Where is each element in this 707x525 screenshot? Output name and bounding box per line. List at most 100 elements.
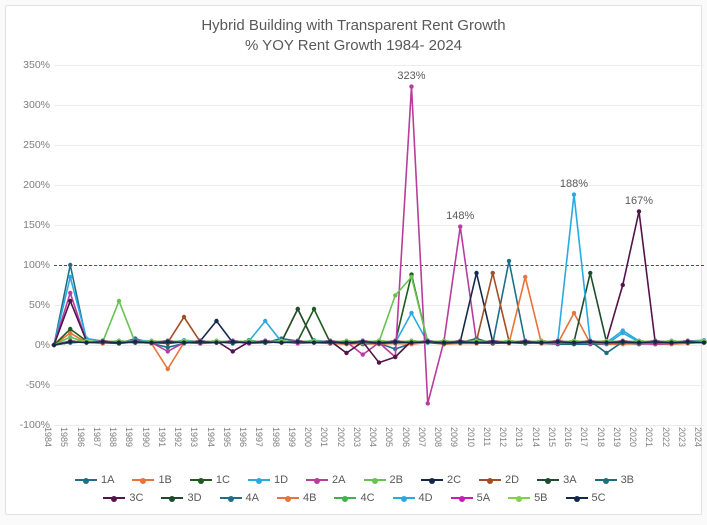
- data-point-3C-2002[interactable]: [344, 350, 348, 354]
- data-point-5C-1986[interactable]: [84, 340, 88, 344]
- legend-item-5C[interactable]: 5C: [566, 492, 606, 504]
- data-point-3A-1999[interactable]: [296, 306, 300, 310]
- data-point-5C-1998[interactable]: [279, 340, 283, 344]
- data-point-1B-2013[interactable]: [523, 274, 527, 278]
- data-point-5C-1996[interactable]: [247, 340, 251, 344]
- data-point-5C-2020[interactable]: [637, 340, 641, 344]
- legend-item-2C[interactable]: 2C: [421, 474, 461, 486]
- data-point-2B-1985[interactable]: [68, 334, 72, 338]
- data-point-1A-1991[interactable]: [166, 345, 170, 349]
- data-point-5C-1988[interactable]: [117, 340, 121, 344]
- series-line-2A[interactable]: [54, 86, 704, 403]
- data-point-1B-1991[interactable]: [166, 366, 170, 370]
- data-point-5C-1992[interactable]: [182, 340, 186, 344]
- data-point-5C-2024[interactable]: [702, 340, 706, 344]
- data-point-1D-2006[interactable]: [409, 310, 413, 314]
- data-point-5C-2013[interactable]: [523, 339, 527, 343]
- data-point-2A-2009[interactable]: [458, 224, 462, 228]
- series-line-1A[interactable]: [54, 261, 704, 349]
- data-point-5C-2019[interactable]: [621, 339, 625, 343]
- data-point-5C-2010[interactable]: [474, 340, 478, 344]
- data-point-2C-2010[interactable]: [474, 270, 478, 274]
- data-point-5C-2006[interactable]: [409, 340, 413, 344]
- data-point-5C-1989[interactable]: [133, 339, 137, 343]
- data-point-4D-2019[interactable]: [621, 328, 625, 332]
- data-point-5C-1999[interactable]: [296, 339, 300, 343]
- data-point-2D-1992[interactable]: [182, 314, 186, 318]
- series-line-1B[interactable]: [54, 277, 707, 369]
- data-point-5C-1987[interactable]: [101, 339, 105, 343]
- legend-item-4D[interactable]: 4D: [393, 492, 433, 504]
- data-point-2A-1991[interactable]: [166, 349, 170, 353]
- data-point-5C-2008[interactable]: [442, 340, 446, 344]
- data-point-5C-2003[interactable]: [361, 339, 365, 343]
- series-line-4D[interactable]: [54, 194, 704, 344]
- data-point-5C-1995[interactable]: [231, 339, 235, 343]
- data-point-5C-1993[interactable]: [198, 339, 202, 343]
- data-point-1A-2012[interactable]: [507, 258, 511, 262]
- legend-item-2B[interactable]: 2B: [364, 474, 403, 486]
- data-point-5C-2016[interactable]: [572, 340, 576, 344]
- data-point-1C-1985[interactable]: [68, 326, 72, 330]
- series-line-3A[interactable]: [54, 273, 704, 345]
- legend-item-1D[interactable]: 1D: [248, 474, 288, 486]
- data-point-5C-1991[interactable]: [166, 339, 170, 343]
- data-point-5C-2005[interactable]: [393, 339, 397, 343]
- series-line-2C[interactable]: [54, 273, 704, 345]
- legend-item-2D[interactable]: 2D: [479, 474, 519, 486]
- legend-item-5B[interactable]: 5B: [508, 492, 547, 504]
- data-point-5C-2011[interactable]: [491, 339, 495, 343]
- data-point-5C-2000[interactable]: [312, 340, 316, 344]
- data-point-2A-2007[interactable]: [426, 401, 430, 405]
- data-point-3B-2018[interactable]: [604, 350, 608, 354]
- data-point-1D-1985[interactable]: [68, 274, 72, 278]
- data-point-3C-1995[interactable]: [231, 349, 235, 353]
- legend-item-3B[interactable]: 3B: [595, 474, 634, 486]
- data-point-3C-1985[interactable]: [68, 298, 72, 302]
- legend-item-1C[interactable]: 1C: [190, 474, 230, 486]
- data-point-1C-2000[interactable]: [312, 306, 316, 310]
- series-line-2D[interactable]: [54, 273, 704, 345]
- legend-item-4A[interactable]: 4A: [220, 492, 259, 504]
- data-point-2A-1985[interactable]: [68, 290, 72, 294]
- legend-item-1A[interactable]: 1A: [75, 474, 114, 486]
- data-point-5C-2022[interactable]: [669, 340, 673, 344]
- data-point-5C-2023[interactable]: [686, 339, 690, 343]
- data-point-2B-2006[interactable]: [409, 274, 413, 278]
- legend-item-3A[interactable]: 3A: [537, 474, 576, 486]
- legend-item-4B[interactable]: 4B: [277, 492, 316, 504]
- legend-item-3C[interactable]: 3C: [103, 492, 143, 504]
- data-point-2B-1988[interactable]: [117, 298, 121, 302]
- data-point-5C-2001[interactable]: [328, 339, 332, 343]
- data-point-5C-2021[interactable]: [653, 339, 657, 343]
- data-point-5C-2015[interactable]: [556, 339, 560, 343]
- data-point-3C-2005[interactable]: [393, 354, 397, 358]
- data-point-5C-1997[interactable]: [263, 339, 267, 343]
- legend-item-1B[interactable]: 1B: [132, 474, 171, 486]
- data-point-5C-2012[interactable]: [507, 340, 511, 344]
- data-point-3C-2020[interactable]: [637, 209, 641, 213]
- data-point-1A-1985[interactable]: [68, 262, 72, 266]
- data-point-5C-1990[interactable]: [149, 340, 153, 344]
- data-point-3A-2017[interactable]: [588, 270, 592, 274]
- data-point-5C-1985[interactable]: [68, 339, 72, 343]
- data-point-5C-2018[interactable]: [604, 340, 608, 344]
- data-point-5C-2004[interactable]: [377, 340, 381, 344]
- data-point-2D-2011[interactable]: [491, 270, 495, 274]
- legend-item-5A[interactable]: 5A: [451, 492, 490, 504]
- data-point-5C-2017[interactable]: [588, 339, 592, 343]
- data-point-5C-1984[interactable]: [52, 342, 56, 346]
- legend-item-3D[interactable]: 3D: [161, 492, 201, 504]
- legend-item-2A[interactable]: 2A: [306, 474, 345, 486]
- series-line-1D[interactable]: [54, 277, 704, 345]
- data-point-3C-2019[interactable]: [621, 282, 625, 286]
- data-point-3C-2004[interactable]: [377, 360, 381, 364]
- data-point-2A-2006[interactable]: [409, 84, 413, 88]
- data-point-1D-1997[interactable]: [263, 318, 267, 322]
- legend-item-4C[interactable]: 4C: [334, 492, 374, 504]
- data-point-2A-2003[interactable]: [361, 352, 365, 356]
- data-point-2C-1994[interactable]: [214, 318, 218, 322]
- data-point-4D-2016[interactable]: [572, 192, 576, 196]
- data-point-5C-2002[interactable]: [344, 340, 348, 344]
- data-point-5C-2007[interactable]: [426, 339, 430, 343]
